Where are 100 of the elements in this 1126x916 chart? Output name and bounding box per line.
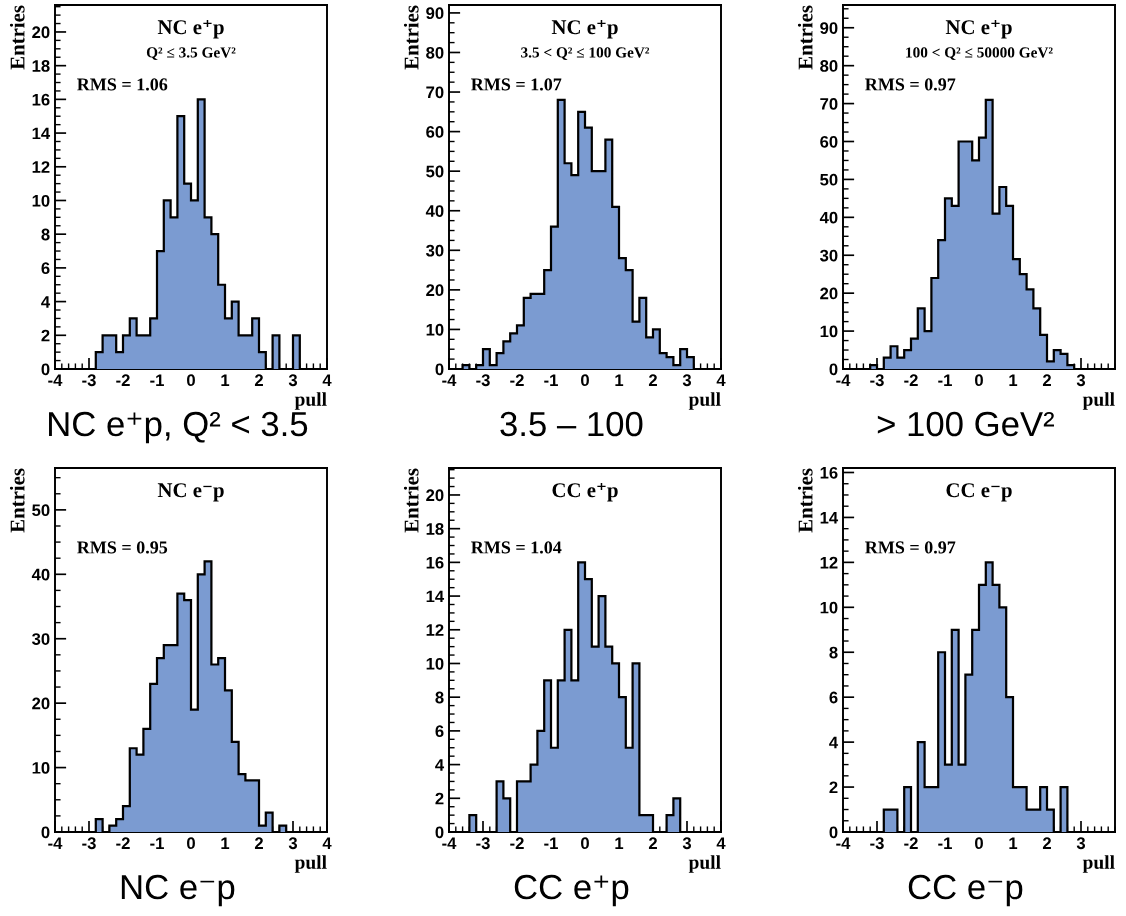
x-tick-label: -3: [870, 837, 884, 850]
text: NC e⁺p: [157, 19, 224, 39]
x-tick-label: 1: [221, 837, 230, 849]
x-tick-label: -4: [442, 837, 457, 849]
text: CC e⁺p: [514, 874, 629, 907]
x-tick-label: 1: [615, 374, 624, 386]
x-tick-label: -3: [82, 374, 96, 387]
x-tick-label: 0: [975, 837, 983, 850]
y-tick-label: 16: [820, 466, 838, 479]
annotation: RMS = 1.07: [471, 78, 562, 91]
y-tick-label: 40: [819, 211, 838, 224]
x-tick-label: 1: [1009, 374, 1018, 386]
text: CC e⁻p: [908, 874, 1023, 907]
y-tick-label: 8: [41, 228, 50, 241]
y-tick-label: 10: [820, 325, 838, 338]
text: 100 < Q² ≤ 50000 GeV²: [906, 47, 1053, 60]
y-tick-label: 50: [32, 504, 50, 517]
x-axis-title: pull: [294, 392, 327, 410]
x-tick-label: 3: [1076, 374, 1086, 387]
text: CC e⁺p: [552, 482, 618, 502]
y-tick-label: 50: [426, 165, 444, 178]
y-tick-label: 6: [435, 725, 444, 738]
y-tick-label: 18: [426, 523, 444, 535]
y-tick-label: 90: [426, 7, 444, 20]
y-tick-label: 4: [829, 736, 839, 749]
y-tick-label: 0: [41, 826, 50, 839]
y-axis-title: Entries: [797, 468, 813, 533]
y-tick-label: 16: [426, 556, 444, 569]
text: NC e⁺p: [945, 19, 1012, 39]
y-tick-label: 70: [820, 97, 838, 110]
text: NC e⁺p, Q² < 3.5: [49, 411, 308, 444]
x-tick-label: 4: [322, 837, 332, 849]
y-tick-label: 18: [32, 60, 50, 72]
y-tick-label: 10: [32, 194, 50, 207]
x-tick-label: -1: [938, 837, 952, 849]
text: 3.5 – 100: [500, 411, 643, 437]
x-axis-title: pull: [1082, 855, 1115, 873]
y-tick-label: 80: [426, 46, 444, 59]
y-tick-label: 20: [426, 284, 444, 297]
x-tick-label: 0: [975, 374, 983, 387]
y-tick-label: 6: [829, 691, 838, 704]
x-tick-label: 2: [1042, 837, 1051, 849]
y-tick-label: 8: [435, 691, 444, 704]
x-tick-label: -2: [510, 374, 524, 386]
x-tick-label: -2: [904, 837, 918, 849]
x-tick-label: -2: [116, 374, 130, 386]
y-tick-label: 60: [820, 135, 838, 148]
x-tick-label: 0: [581, 374, 589, 387]
y-tick-label: 40: [31, 568, 50, 581]
x-tick-label: 2: [648, 837, 657, 849]
y-tick-label: 6: [41, 262, 50, 275]
y-tick-label: 14: [32, 127, 51, 140]
text: 3.5 < Q² ≤ 100 GeV²: [521, 47, 650, 60]
annotation: RMS = 1.04: [471, 541, 562, 554]
x-tick-label: -1: [938, 374, 952, 386]
x-tick-label: 3: [288, 837, 298, 850]
x-tick-label: 0: [581, 837, 589, 850]
y-tick-label: 4: [435, 759, 445, 771]
x-tick-label: -4: [836, 374, 851, 386]
x-tick-label: 1: [1009, 837, 1018, 849]
x-tick-label: -4: [836, 837, 851, 849]
y-tick-label: 14: [820, 512, 839, 524]
annotation: RMS = 0.95: [77, 541, 168, 554]
y-tick-label: 30: [819, 249, 838, 262]
x-axis-title: pull: [294, 855, 327, 873]
y-tick-label: 20: [426, 489, 444, 502]
y-axis-title: Entries: [403, 5, 419, 70]
x-axis-title: pull: [1082, 392, 1115, 410]
y-tick-label: 0: [435, 363, 444, 376]
x-tick-label: -2: [904, 374, 918, 386]
x-tick-label: 3: [682, 374, 692, 387]
y-tick-label: 50: [820, 173, 838, 186]
y-tick-label: 90: [820, 22, 838, 34]
x-tick-label: -2: [116, 837, 130, 849]
text: NC e⁻p: [121, 874, 235, 907]
y-tick-label: 2: [41, 329, 50, 342]
x-tick-label: 1: [221, 374, 230, 386]
x-tick-label: -3: [870, 374, 884, 387]
y-tick-label: 30: [425, 244, 444, 257]
y-tick-label: 60: [426, 126, 444, 138]
x-tick-label: -1: [544, 837, 558, 849]
y-tick-label: 2: [435, 792, 444, 805]
y-tick-label: 12: [426, 624, 444, 636]
x-tick-label: -3: [82, 837, 96, 850]
x-tick-label: 4: [322, 374, 332, 386]
y-tick-label: 20: [32, 26, 50, 39]
x-axis-title: pull: [688, 855, 721, 873]
y-tick-label: 12: [820, 556, 838, 569]
y-axis-title: Entries: [9, 468, 25, 533]
x-tick-label: 0: [187, 374, 195, 387]
x-tick-label: 2: [1042, 374, 1051, 386]
y-tick-label: 40: [425, 205, 444, 217]
y-tick-label: 70: [426, 86, 444, 99]
x-axis-title: pull: [688, 392, 721, 410]
y-tick-label: 10: [32, 761, 50, 774]
x-tick-label: 4: [716, 837, 726, 849]
text: Q² ≤ 3.5 GeV²: [146, 47, 236, 60]
y-axis-title: Entries: [403, 468, 419, 533]
x-tick-label: -3: [476, 374, 490, 387]
x-tick-label: -1: [544, 374, 558, 386]
